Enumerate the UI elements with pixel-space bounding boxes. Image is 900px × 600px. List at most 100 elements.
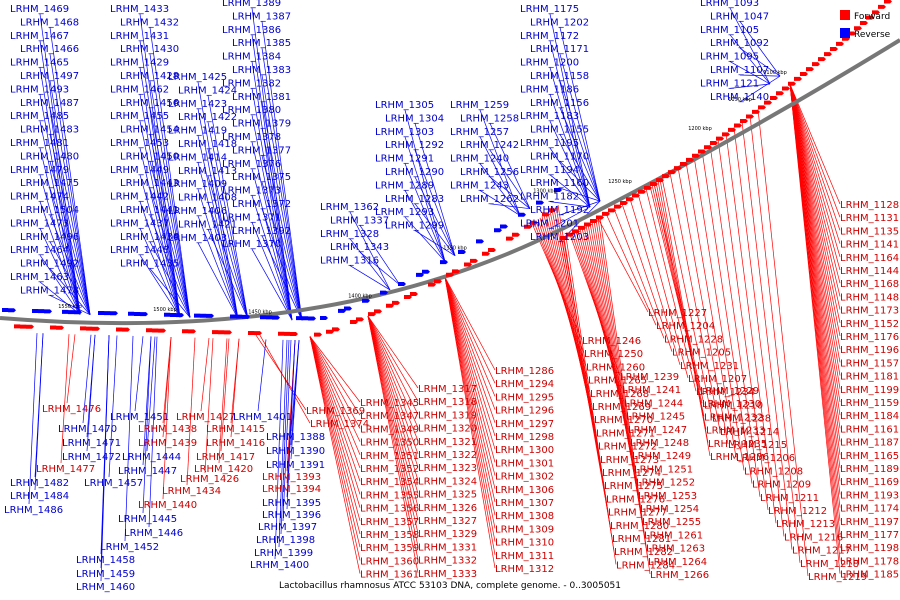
reverse-leader-line [489,203,531,210]
forward-leader-line [367,315,419,389]
reverse-gene-label: LRHM_1384 [222,52,281,63]
reverse-leader-line [149,134,191,318]
reverse-gene-label: LRHM_1497 [20,71,79,82]
forward-gene-arrow [806,67,814,72]
forward-gene-label: LRHM_1323 [418,463,477,474]
reverse-leader-line [251,7,293,321]
reverse-gene-label: LRHM_1435 [120,259,179,270]
forward-leader-line [717,139,769,511]
reverse-leader-line [207,95,249,320]
kbp-tick-label: 1200 kbp [688,126,712,132]
forward-leader-line [645,188,697,392]
forward-leader-line [709,144,761,497]
forward-gene-label: LRHM_1196 [840,345,899,356]
lower-leader-line [82,334,92,424]
forward-leader-line [367,315,419,441]
lower-gene-label: LRHM_1396 [262,510,321,521]
reverse-leader-line [39,147,81,315]
forward-gene-label: LRHM_1215 [728,440,787,451]
reverse-gene-label: LRHM_1466 [20,44,79,55]
reverse-leader-line [251,249,293,321]
forward-leader-line [757,109,809,577]
forward-leader-line [659,179,711,457]
forward-gene-arrow [818,57,826,62]
forward-gene-label: LRHM_1327 [418,516,477,527]
reverse-gene-arrow [74,310,82,315]
forward-gene-label: LRHM_1260 [586,362,645,373]
reverse-leader-line [39,40,81,315]
reverse-gene-label: LRHM_1467 [10,31,69,42]
lower-leader-line [278,339,288,548]
forward-gene-arrow [356,317,364,322]
reverse-leader-line [139,13,181,318]
reverse-gene-label: LRHM_1479 [10,165,69,176]
reverse-leader-line [197,242,239,319]
forward-gene-arrow [578,225,586,230]
forward-gene-label: LRHM_1369 [306,406,365,417]
reverse-gene-label: LRHM_1047 [710,11,769,22]
forward-gene-arrow [560,236,568,240]
forward-gene-arrow [548,208,556,213]
forward-gene-arrow [674,166,682,171]
forward-leader-line [444,277,496,384]
forward-leader-line [565,236,617,565]
forward-gene-label: LRHM_1173 [840,306,899,317]
forward-leader-line [444,277,496,476]
reverse-gene-label: LRHM_1433 [110,4,169,15]
lower-leader-line [200,337,210,412]
forward-gene-label: LRHM_1332 [418,556,477,567]
forward-leader-line [621,203,673,352]
reverse-gene-label: LRHM_1468 [20,17,79,28]
forward-gene-label: LRHM_1317 [418,384,477,395]
reverse-leader-line [559,161,601,202]
reverse-leader-line [479,109,521,216]
forward-gene-label: LRHM_1207 [688,374,747,385]
forward-gene-label: LRHM_1296 [495,406,554,417]
reverse-leader-line [729,61,771,85]
reverse-gene-label: LRHM_1379 [232,119,291,130]
forward-leader-line [661,178,713,418]
lower-gene-label: LRHM_1438 [138,424,197,435]
forward-gene-arrow [770,96,778,100]
forward-gene-label: LRHM_1204 [656,321,715,332]
forward-gene-label: LRHM_1308 [495,511,554,522]
forward-gene-label: LRHM_1309 [495,524,554,535]
forward-gene-arrow [224,330,232,335]
reverse-gene-label: LRHM_1450 [120,151,179,162]
reverse-gene-label: LRHM_1480 [20,151,79,162]
reverse-gene-label: LRHM_1454 [120,125,179,136]
forward-gene-label: LRHM_1302 [495,472,554,483]
kbp-tick-label: 1250 kbp [608,179,632,185]
forward-gene-arrow [530,220,538,225]
reverse-gene-label: LRHM_1430 [120,44,179,55]
reverse-leader-line [549,201,591,208]
reverse-gene-label: LRHM_1436 [120,232,179,243]
lower-gene-label: LRHM_1393 [262,472,321,483]
reverse-leader-line [49,107,91,315]
reverse-leader-line [139,201,181,318]
lower-gene-label: LRHM_1472 [62,452,121,463]
forward-leader-line [444,277,496,529]
forward-gene-label: LRHM_1266 [650,570,709,581]
forward-gene-arrow [290,332,298,337]
kbp-tick-label: 1450 kbp [248,309,272,315]
forward-gene-label: LRHM_1232 [704,412,763,423]
forward-leader-line [444,277,496,569]
forward-gene-arrow [542,212,550,217]
reverse-gene-arrow [272,315,280,320]
reverse-leader-line [739,75,781,103]
reverse-gene-label: LRHM_1469 [10,4,69,15]
reverse-gene-label: LRHM_1387 [232,11,291,22]
forward-gene-arrow [404,295,412,300]
reverse-leader-line [149,107,191,318]
reverse-leader-line [139,228,181,318]
reverse-leader-line [261,155,303,321]
forward-leader-line [789,83,841,231]
reverse-gene-label: LRHM_1409 [168,179,227,190]
gene-arrows [2,0,892,337]
reverse-gene-label: LRHM_1160 [530,178,589,189]
lower-gene-label: LRHM_1445 [118,514,177,525]
reverse-leader-line [139,121,181,318]
forward-gene-arrow [584,222,592,227]
reverse-gene-arrow [554,187,562,192]
